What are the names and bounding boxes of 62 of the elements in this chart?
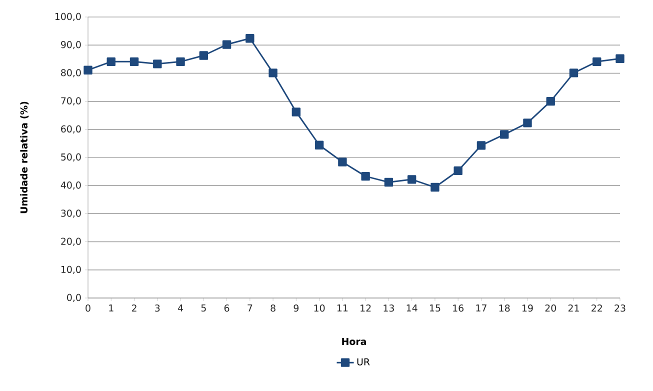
x-tick-label: 3	[155, 304, 160, 312]
y-tick-label: 20,0	[61, 238, 81, 246]
point	[268, 68, 278, 78]
point	[199, 51, 208, 60]
point	[569, 68, 578, 78]
point	[454, 166, 462, 176]
point	[246, 34, 254, 43]
x-tick-label: 23	[614, 304, 626, 312]
point	[84, 66, 92, 74]
x-tick-label: 6	[224, 304, 230, 312]
y-tick-label: 90,0	[61, 41, 81, 50]
y-tick-label: 100,0	[55, 12, 81, 22]
point	[130, 57, 139, 66]
x-tick-label: 14	[406, 304, 418, 312]
y-axis-title: Umidade relativa (%)	[20, 102, 29, 214]
point	[500, 130, 509, 139]
x-tick-label: 10	[314, 304, 325, 312]
x-tick-label: 13	[384, 304, 394, 312]
y-tick-label: 30,0	[61, 210, 81, 218]
point	[361, 172, 370, 181]
point	[523, 118, 532, 128]
x-tick-label: 9	[294, 304, 299, 312]
x-tick-label: 0	[86, 304, 90, 312]
y-tick-label: 10,0	[61, 266, 81, 274]
x-tick-label: 18	[499, 304, 510, 312]
y-tick-label: 50,0	[61, 153, 81, 162]
x-tick-label: 4	[178, 304, 184, 312]
y-tick-label: 40,0	[60, 182, 81, 190]
point	[314, 140, 324, 150]
point	[222, 40, 232, 49]
point	[338, 158, 347, 166]
y-tick-label: 0,0	[67, 294, 81, 302]
legend-label: UR	[357, 358, 370, 366]
point	[106, 57, 116, 66]
x-tick-label: 8	[270, 304, 276, 312]
x-tick-label: 15	[430, 304, 440, 312]
x-tick-label: 17	[476, 304, 486, 312]
x-tick-label: 20	[545, 304, 556, 312]
point	[476, 141, 486, 150]
x-tick-label: 12	[360, 304, 371, 312]
x-axis-title: Hora	[342, 338, 366, 346]
point	[616, 54, 624, 63]
x-tick-label: 2	[132, 304, 136, 312]
x-tick-label: 16	[453, 304, 464, 312]
point	[407, 175, 416, 184]
point	[176, 57, 185, 66]
point	[153, 60, 162, 68]
x-tick-label: 5	[201, 304, 206, 312]
x-tick-label: 19	[522, 304, 533, 312]
x-tick-label: 21	[568, 304, 579, 312]
x-tick-label: 11	[337, 304, 348, 312]
point	[592, 57, 602, 66]
y-tick-label: 60,0	[61, 125, 81, 134]
point	[430, 182, 440, 192]
y-tick-label: 80,0	[61, 69, 81, 78]
y-tick-label: 70,0	[61, 97, 81, 106]
x-tick-label: 7	[248, 304, 252, 312]
point	[546, 96, 555, 106]
point	[384, 178, 394, 187]
x-tick-label: 1	[109, 304, 114, 312]
x-tick-label: 22	[592, 304, 602, 312]
point	[292, 108, 301, 116]
